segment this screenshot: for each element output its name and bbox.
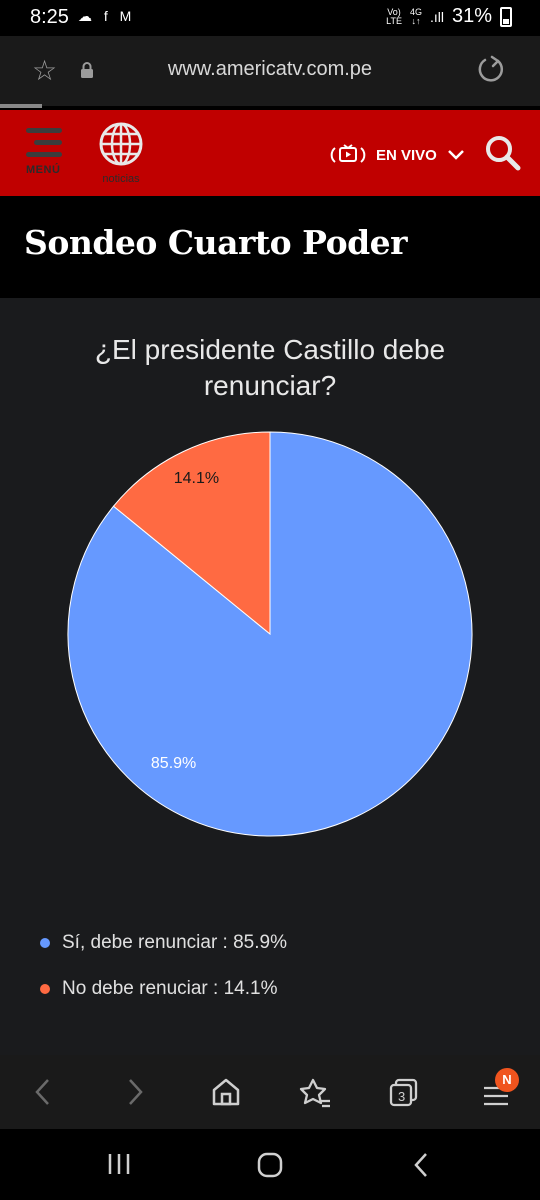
system-back-icon[interactable] [410,1151,432,1179]
url-text[interactable]: www.americatv.com.pe [167,58,373,80]
home-button-icon[interactable] [256,1151,284,1179]
pie-slice-no[interactable] [112,431,271,636]
legend-label-yes: Sí, debe renunciar : 85.9% [62,932,287,953]
page-title: Sondeo Cuarto Poder [24,223,408,262]
chevron-down-icon [447,150,464,160]
menu-notification-badge: N [495,1068,519,1092]
legend-dot-no [40,984,50,994]
logo-label: noticias [102,173,140,185]
tabs-icon [389,1078,418,1107]
menu-label: MENÚ [26,164,61,176]
legend-label-no: No debe renuciar : 14.1% [62,978,278,999]
volte-indicator: Vo) LTE [386,6,402,26]
live-tv-icon [330,144,366,163]
system-nav-bar [0,1129,540,1200]
notification-icons: ☁ f M [78,8,136,24]
globe-icon [99,122,143,166]
pie-label-no: 14.1% [174,470,219,487]
site-logo[interactable]: noticias [96,122,146,185]
status-right: Vo) LTE 4G ↓↑ .ıll 31% [386,5,512,28]
bookmark-star-icon[interactable]: ☆ [32,55,58,86]
page-load-progress [0,104,42,108]
tabs-count: 3 [398,1089,406,1104]
reload-icon[interactable] [476,54,506,84]
legend-item-no[interactable]: No debe renuciar : 14.1% [40,966,287,1012]
browser-url-bar: ☆ www.americatv.com.pe [0,36,540,106]
live-button[interactable]: EN VIVO [330,142,465,168]
status-bar: 8:25 ☁ f M Vo) LTE 4G ↓↑ .ıll 31% [0,0,540,36]
bookmarks-icon[interactable] [298,1077,332,1109]
pie-chart: 85.9% 14.1% [67,431,473,837]
pie-label-yes: 85.9% [151,755,196,772]
site-header: MENÚ noticias EN VIVO [0,110,540,196]
chart-legend: Sí, debe renunciar : 85.9% No debe renuc… [40,920,287,1012]
signal-icon: .ıll [429,8,444,25]
battery-icon [500,6,512,27]
recents-icon[interactable] [106,1151,132,1177]
browser-bottom-nav: 3 [0,1055,540,1129]
poll-card: 85.9% 14.1% ¿El presidente Castillo debe … [0,298,540,1055]
title-section: Sondeo Cuarto Poder [0,196,540,298]
tabs-button[interactable]: 3 [388,1077,420,1114]
legend-item-yes[interactable]: Sí, debe renunciar : 85.9% [40,920,287,966]
home-icon[interactable] [210,1077,242,1107]
battery-percent: 31% [451,5,492,27]
legend-dot-yes [40,938,50,948]
menu-icon [26,128,62,133]
forward-arrow-icon[interactable] [124,1077,146,1107]
network-type: 4G ↓↑ [409,6,422,26]
poll-question: ¿El presidente Castillo debe renunciar? [94,334,446,401]
back-arrow-icon[interactable] [32,1077,54,1107]
search-icon[interactable] [484,134,522,172]
status-time: 8:25 [30,6,69,28]
menu-button[interactable]: MENÚ [26,128,68,176]
live-label: EN VIVO [376,146,437,164]
lock-icon [81,62,93,78]
